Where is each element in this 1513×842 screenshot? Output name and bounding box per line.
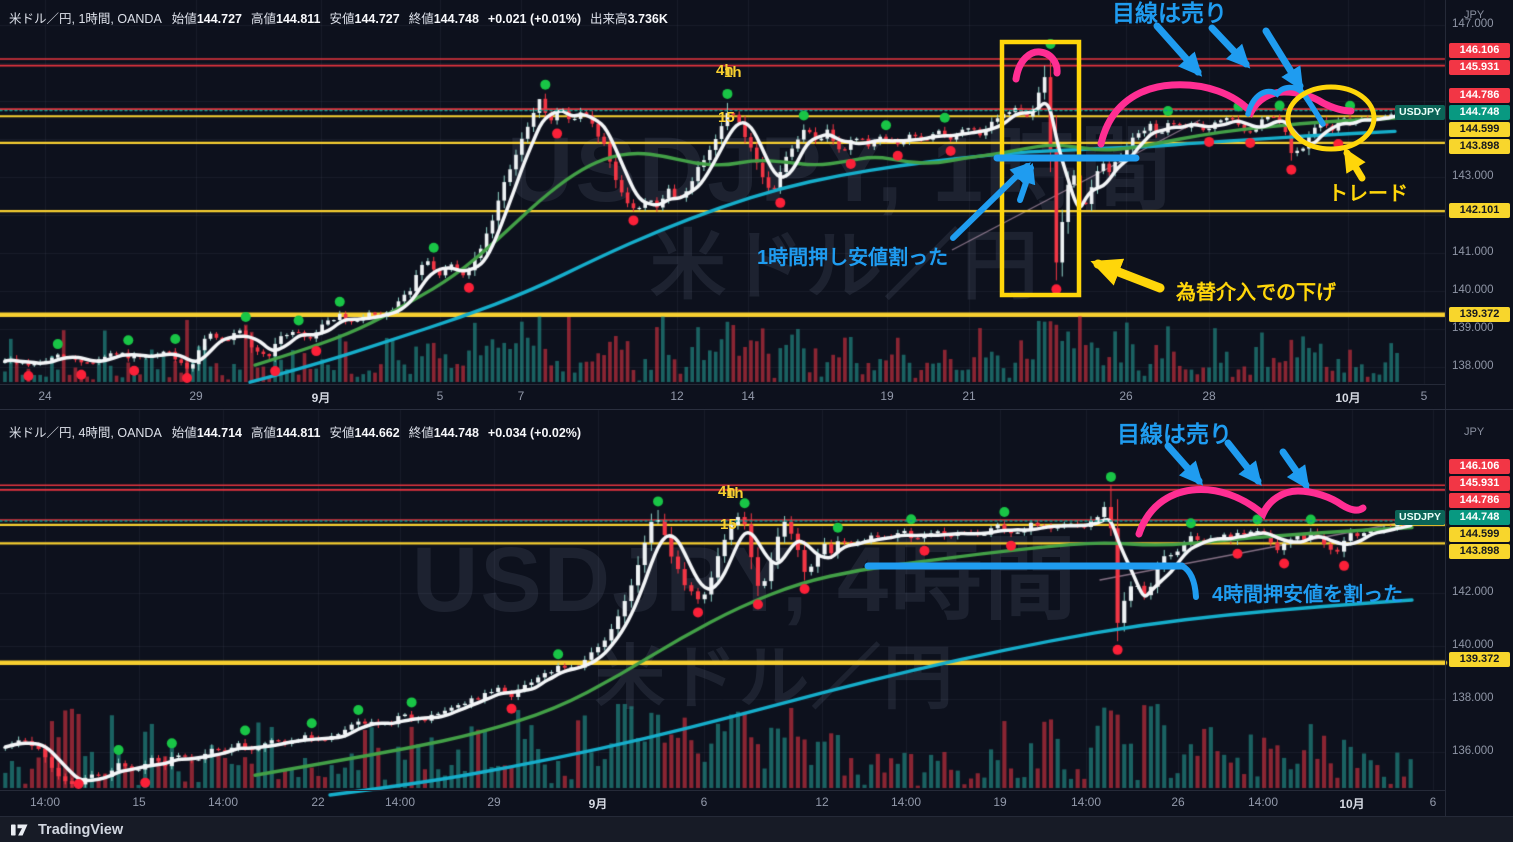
ohlc-field: 安値144.727 bbox=[329, 12, 400, 26]
price-tick: 138.000 bbox=[1452, 360, 1494, 372]
level-tag-1h-4h[interactable]: 1h bbox=[726, 485, 744, 502]
footer-brand[interactable]: TradingView bbox=[38, 822, 124, 838]
time-tick: 12 bbox=[815, 795, 829, 809]
price-tick: 139.000 bbox=[1452, 322, 1494, 334]
price-label-chip: 144.786 bbox=[1449, 493, 1510, 508]
price-tick: 147.000 bbox=[1452, 18, 1494, 30]
price-tick: 140.000 bbox=[1452, 639, 1494, 652]
annotation-break-label-1h[interactable]: 1時間押し安値割った bbox=[757, 247, 949, 269]
time-tick: 7 bbox=[517, 389, 525, 403]
price-label-chip: 139.372 bbox=[1449, 307, 1510, 322]
time-tick: 6 bbox=[700, 795, 708, 809]
ohlc-field: 始値144.714 bbox=[171, 426, 242, 440]
time-tick: 24 bbox=[38, 389, 52, 403]
level-tag-15-4h[interactable]: 15 bbox=[720, 516, 737, 533]
time-tick: 14 bbox=[741, 389, 755, 403]
time-axis-4h[interactable] bbox=[0, 790, 1445, 817]
footer-bar: TradingView bbox=[0, 816, 1513, 842]
time-tick: 19 bbox=[880, 389, 894, 403]
pane-header-4h: 米ドル／円, 4時間, OANDA 始値144.714 高値144.811 安値144… bbox=[9, 422, 590, 441]
ohlc-field: +0.021 (+0.01%) bbox=[487, 12, 582, 26]
time-tick: 14:00 bbox=[207, 795, 239, 809]
time-tick: 21 bbox=[962, 389, 976, 403]
symbol-title[interactable]: 米ドル／円, 1時間, OANDA bbox=[9, 12, 162, 26]
price-axis-column[interactable] bbox=[1445, 0, 1513, 816]
time-tick: 10月 bbox=[1339, 797, 1365, 811]
time-tick: 14:00 bbox=[1247, 795, 1279, 809]
time-tick: 29 bbox=[487, 795, 501, 809]
price-label-chip: 145.931 bbox=[1449, 476, 1510, 491]
price-tick: 136.000 bbox=[1452, 744, 1494, 757]
time-tick: 14:00 bbox=[384, 795, 416, 809]
price-label-chip: 143.898 bbox=[1449, 139, 1510, 154]
time-tick: 19 bbox=[993, 795, 1007, 809]
price-label-chip: 142.101 bbox=[1449, 203, 1510, 218]
ohlc-field: 終値144.748 bbox=[408, 426, 479, 440]
price-tick: 142.000 bbox=[1452, 586, 1494, 599]
symbol-chip: USDJPY bbox=[1395, 510, 1445, 525]
annotation-intervention-label[interactable]: 為替介入での下げ bbox=[1176, 282, 1336, 304]
time-tick: 9月 bbox=[588, 797, 608, 811]
currency-label-4h: JPY bbox=[1464, 426, 1485, 438]
price-tick: 143.000 bbox=[1452, 170, 1494, 182]
time-tick: 10月 bbox=[1335, 391, 1361, 405]
time-tick: 9月 bbox=[311, 391, 331, 405]
ohlc-field: 高値144.811 bbox=[251, 426, 321, 440]
time-tick: 22 bbox=[311, 795, 325, 809]
price-tick: 138.000 bbox=[1452, 691, 1494, 704]
price-tick: 141.000 bbox=[1452, 246, 1494, 258]
time-tick: 26 bbox=[1171, 795, 1185, 809]
price-label-chip: 145.931 bbox=[1449, 60, 1510, 75]
price-label-chip: 144.748 bbox=[1449, 105, 1510, 120]
symbol-chip: USDJPY bbox=[1395, 105, 1445, 120]
price-tick: 140.000 bbox=[1452, 284, 1494, 296]
time-tick: 26 bbox=[1119, 389, 1133, 403]
currency-label-1h: JPY bbox=[1464, 9, 1485, 21]
price-label-chip: 144.599 bbox=[1449, 527, 1510, 542]
ohlc-field: 終値144.748 bbox=[408, 12, 479, 26]
tradingview-logo-icon[interactable] bbox=[10, 822, 31, 838]
time-tick: 14:00 bbox=[1070, 795, 1102, 809]
time-tick: 15 bbox=[132, 795, 146, 809]
time-tick: 14:00 bbox=[890, 795, 922, 809]
annotation-trade-label[interactable]: トレード bbox=[1328, 183, 1408, 205]
level-tag-4h-4h[interactable]: 4h bbox=[718, 483, 736, 500]
price-label-chip: 144.786 bbox=[1449, 88, 1510, 103]
ohlc-field: +0.034 (+0.02%) bbox=[487, 426, 582, 440]
time-tick: 5 bbox=[1420, 389, 1428, 403]
annotation-bias-label-4h[interactable]: 目線は売り bbox=[1117, 421, 1232, 447]
time-tick: 12 bbox=[670, 389, 684, 403]
pane-divider[interactable] bbox=[0, 409, 1513, 410]
time-tick: 28 bbox=[1202, 389, 1216, 403]
level-tag-1h-1h[interactable]: 1h bbox=[724, 64, 742, 81]
time-axis-1h[interactable] bbox=[0, 384, 1445, 410]
annotation-break-label-4h[interactable]: 4時間押安値を割った bbox=[1212, 584, 1404, 606]
time-tick: 5 bbox=[436, 389, 444, 403]
price-label-chip: 144.599 bbox=[1449, 122, 1510, 137]
price-label-chip: 139.372 bbox=[1449, 652, 1510, 667]
pane-header-1h: 米ドル／円, 1時間, OANDA 始値144.727 高値144.811 安値144… bbox=[9, 8, 677, 27]
ohlc-field: 安値144.662 bbox=[329, 426, 400, 440]
ohlc-field: 始値144.727 bbox=[171, 12, 242, 26]
price-label-chip: 143.898 bbox=[1449, 544, 1510, 559]
ohlc-field: 高値144.811 bbox=[251, 12, 321, 26]
time-tick: 29 bbox=[189, 389, 203, 403]
annotation-bias-label-1h[interactable]: 目線は売り bbox=[1112, 0, 1227, 26]
level-tag-4h-1h[interactable]: 4h bbox=[716, 62, 734, 79]
price-label-chip: 144.748 bbox=[1449, 510, 1510, 525]
time-tick: 6 bbox=[1429, 795, 1437, 809]
ohlc-field: 出来高3.736K bbox=[590, 12, 668, 26]
level-tag-15-1h[interactable]: 15 bbox=[718, 109, 735, 126]
price-label-chip: 146.106 bbox=[1449, 43, 1510, 58]
symbol-title[interactable]: 米ドル／円, 4時間, OANDA bbox=[9, 426, 162, 440]
price-label-chip: 146.106 bbox=[1449, 459, 1510, 474]
time-tick: 14:00 bbox=[29, 795, 61, 809]
